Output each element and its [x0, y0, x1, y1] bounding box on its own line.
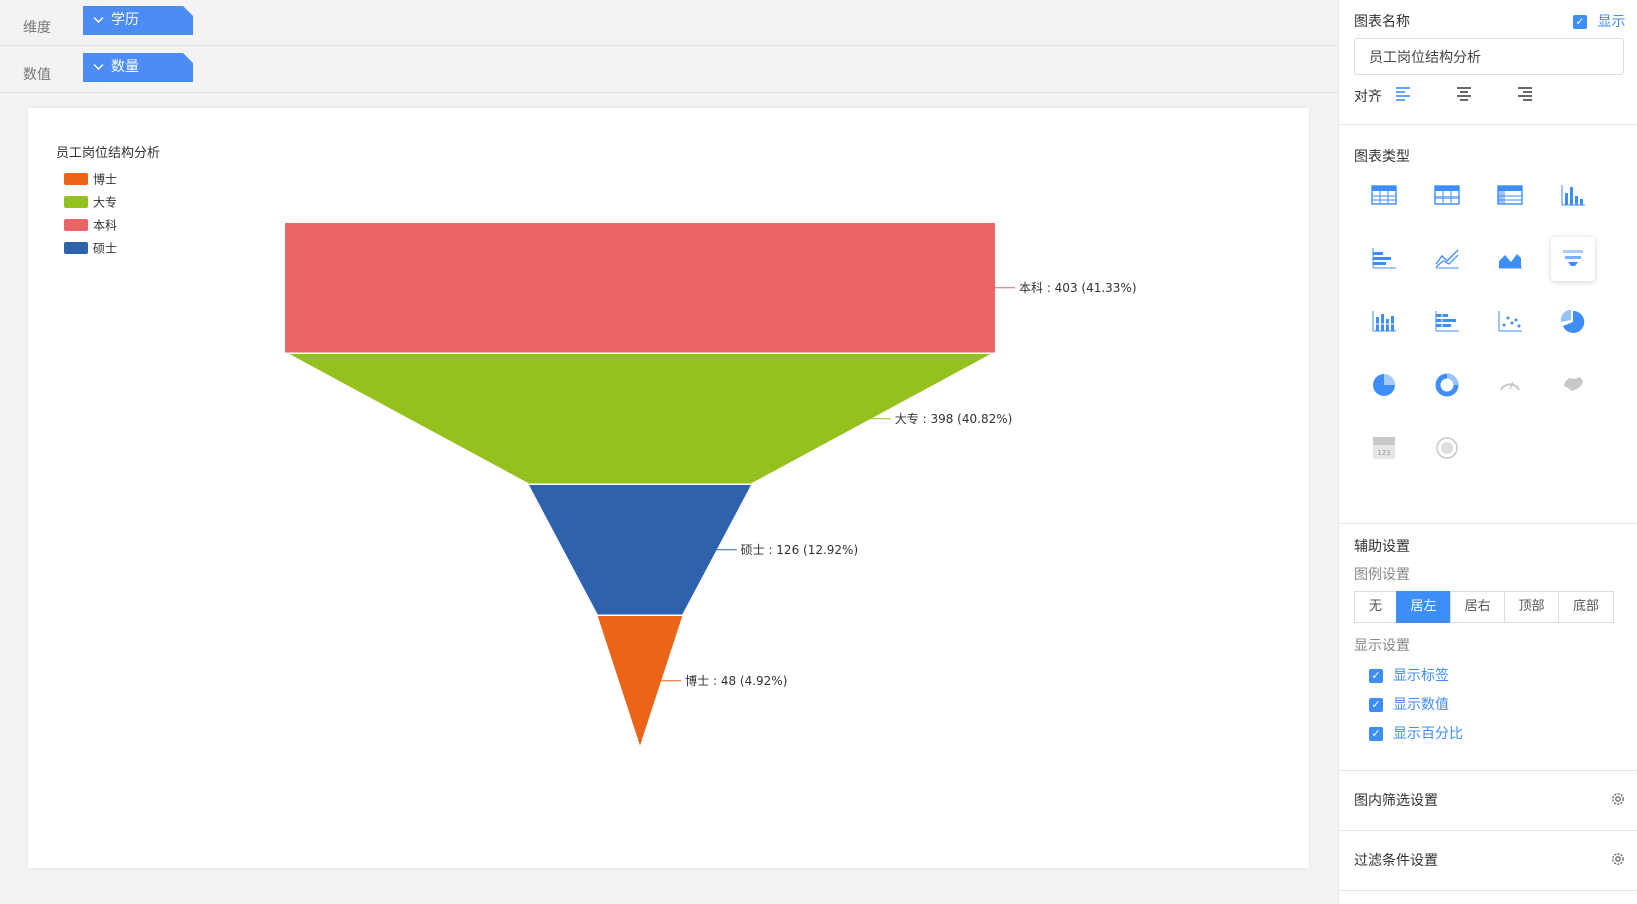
chart-card: 员工岗位结构分析 博士大专本科硕士本科 : 403 (41.33%) 大专 : 39…: [28, 108, 1309, 868]
inner-filter-section[interactable]: 图内筛选设置: [1339, 772, 1637, 831]
display-settings-title: 显示设置: [1354, 638, 1410, 654]
align-label: 对齐: [1354, 89, 1382, 105]
legend-swatch[interactable]: [64, 196, 88, 208]
chart-type-stacked-bar-icon[interactable]: [1425, 300, 1469, 344]
settings-panel: 图表名称 ✓ 显示 对齐: [1338, 0, 1637, 904]
chart-type-ring-icon[interactable]: [1425, 363, 1469, 407]
value-label: 数值: [23, 67, 51, 83]
display-option-label: 显示百分比: [1393, 726, 1463, 742]
display-option-label: 显示数值: [1393, 697, 1449, 713]
chart-type-cross-table-icon[interactable]: [1425, 174, 1469, 218]
chart-type-section: 图表类型 123: [1339, 126, 1637, 524]
segment-label: 本科 : 403 (41.33%): [1019, 281, 1137, 295]
value-field-tag[interactable]: 数量: [83, 53, 193, 82]
segment-label: 博士 : 48 (4.92%): [685, 673, 787, 688]
chart-type-line-icon[interactable]: [1425, 237, 1469, 281]
display-option-label: 显示标签: [1393, 668, 1449, 684]
chart-title-input[interactable]: [1354, 38, 1624, 75]
filter-condition-title: 过滤条件设置: [1354, 853, 1438, 869]
legend-label[interactable]: 本科: [93, 219, 117, 233]
dimension-field-value: 学历: [111, 12, 139, 28]
dimension-row: 维度 学历: [0, 0, 1338, 46]
show-title-toggle[interactable]: ✓ 显示: [1573, 11, 1625, 31]
chart-type-pie-icon[interactable]: [1551, 300, 1595, 344]
legend-option-button[interactable]: 居右: [1450, 591, 1505, 623]
legend-settings-title: 图例设置: [1354, 567, 1410, 583]
display-option-checkbox[interactable]: ✓ 显示数值: [1369, 694, 1449, 714]
legend-swatch[interactable]: [64, 219, 88, 231]
checkbox-checked-icon: ✓: [1369, 669, 1383, 683]
chart-name-title: 图表名称: [1354, 14, 1410, 30]
align-left-icon[interactable]: [1395, 86, 1413, 102]
legend-swatch[interactable]: [64, 242, 88, 254]
chart-type-bar-icon[interactable]: [1362, 237, 1406, 281]
chart-type-gauge-icon[interactable]: [1488, 363, 1532, 407]
chart-title: 员工岗位结构分析: [56, 146, 160, 161]
chevron-down-icon: [93, 6, 107, 35]
dimension-field-tag[interactable]: 学历: [83, 6, 193, 35]
aux-settings-section: 辅助设置 图例设置 无居左 居右 顶部 底部 显示设置 ✓ 显示标签 ✓ 显示数值 ✓ 显示百分…: [1339, 525, 1637, 771]
align-right-icon[interactable]: [1515, 86, 1533, 102]
chart-type-word-cloud-icon[interactable]: [1425, 426, 1469, 470]
checkbox-checked-icon: ✓: [1369, 698, 1383, 712]
value-field-value: 数量: [111, 59, 139, 75]
legend-option-button[interactable]: 底部: [1558, 591, 1614, 623]
funnel-segment-本科[interactable]: [285, 223, 995, 353]
chart-type-funnel-icon[interactable]: [1551, 237, 1595, 281]
chart-type-detail-table-icon[interactable]: [1488, 174, 1532, 218]
value-row: 数值 数量: [0, 47, 1338, 93]
inner-filter-title: 图内筛选设置: [1354, 793, 1438, 809]
funnel-segment-大专[interactable]: [289, 354, 991, 484]
chart-type-pie-2-icon[interactable]: [1362, 363, 1406, 407]
checkbox-checked-icon: ✓: [1369, 727, 1383, 741]
segment-label: 大专 : 398 (40.82%): [895, 411, 1013, 426]
checkbox-checked-icon: ✓: [1573, 15, 1587, 29]
chart-editor-area: 维度 学历 数值 数量 员工岗位结构分析 博士大专本科硕士本科 : 403 (41…: [0, 0, 1338, 868]
gear-icon[interactable]: [1610, 851, 1626, 867]
segment-label: 硕士 : 126 (12.92%): [741, 543, 859, 557]
legend-position-group: 无居左 居右 顶部 底部: [1354, 591, 1618, 623]
aux-title: 辅助设置: [1354, 539, 1410, 555]
chart-name-section: 图表名称 ✓ 显示 对齐: [1339, 0, 1637, 125]
chart-type-map-icon[interactable]: [1551, 363, 1595, 407]
chart-type-stacked-column-icon[interactable]: [1362, 300, 1406, 344]
funnel-segment-硕士[interactable]: [529, 485, 751, 615]
legend-option-button[interactable]: 顶部: [1504, 591, 1559, 623]
chart-type-area-icon[interactable]: [1488, 237, 1532, 281]
funnel-segment-博士[interactable]: [597, 616, 683, 746]
legend-option-button[interactable]: 无: [1354, 591, 1397, 623]
chart-type-scatter-icon[interactable]: [1488, 300, 1532, 344]
gear-icon[interactable]: [1610, 791, 1626, 807]
align-center-icon[interactable]: [1455, 86, 1473, 102]
display-option-checkbox[interactable]: ✓ 显示百分比: [1369, 723, 1463, 743]
legend-label[interactable]: 大专: [93, 195, 117, 210]
chart-type-column-icon[interactable]: [1551, 174, 1595, 218]
filter-condition-section[interactable]: 过滤条件设置: [1339, 832, 1637, 891]
legend-label[interactable]: 硕士: [93, 242, 117, 256]
legend-option-button[interactable]: 居左: [1396, 591, 1451, 623]
chevron-down-icon: [93, 53, 107, 82]
display-option-checkbox[interactable]: ✓ 显示标签: [1369, 665, 1449, 685]
dimension-label: 维度: [23, 20, 51, 36]
show-title-label: 显示: [1597, 14, 1626, 30]
chart-type-table-icon[interactable]: [1362, 174, 1406, 218]
chart-type-kpi-icon[interactable]: 123: [1362, 426, 1406, 470]
svg-text:123: 123: [1377, 449, 1390, 457]
legend-swatch[interactable]: [64, 173, 88, 185]
chart-type-title: 图表类型: [1354, 149, 1410, 165]
legend-label[interactable]: 博士: [93, 172, 117, 187]
